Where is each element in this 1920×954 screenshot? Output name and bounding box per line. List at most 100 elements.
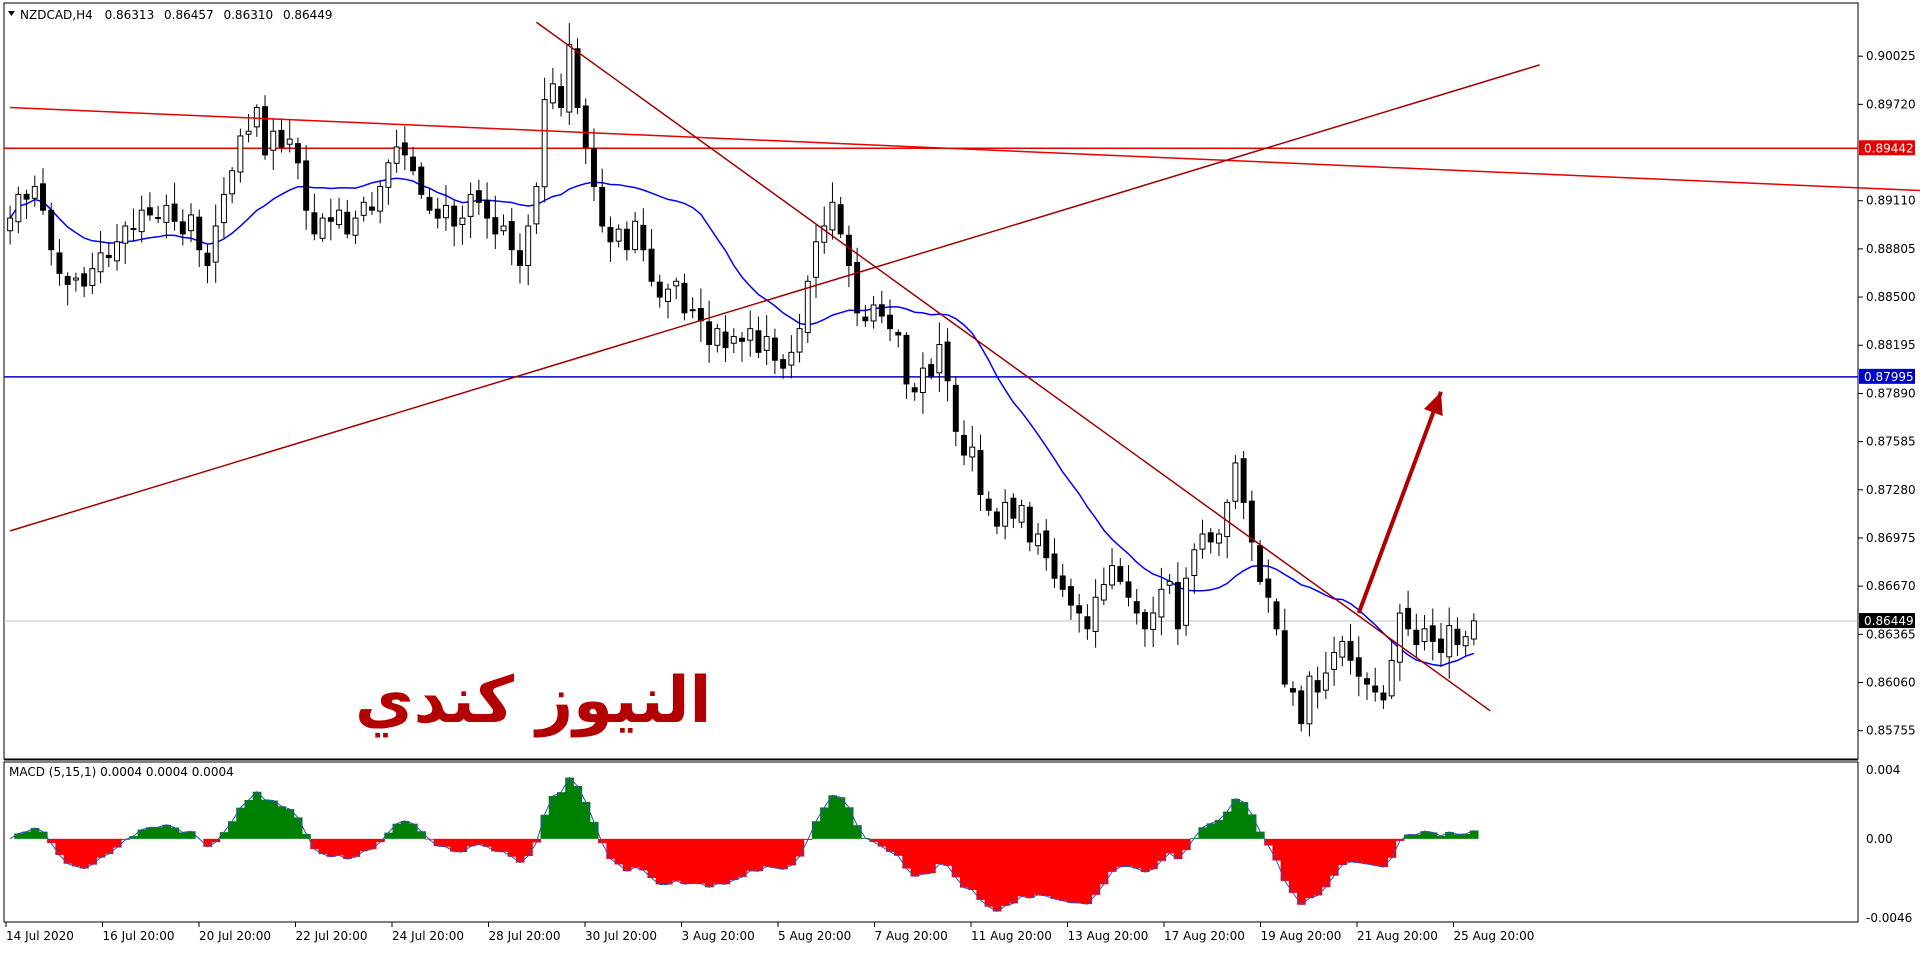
x-tick-label: 17 Aug 20:00 [1164, 929, 1245, 943]
candle-body [1422, 629, 1427, 642]
candle-body [666, 289, 671, 301]
candle-body [98, 253, 103, 272]
candle-body [411, 157, 416, 171]
macd-bar [1355, 839, 1364, 863]
candle-body [361, 202, 366, 215]
candle-body [509, 222, 514, 250]
candle-body [312, 213, 317, 234]
candle-body [1332, 652, 1337, 669]
y-tick-label: 0.86060 [1866, 675, 1916, 689]
candle-body [16, 194, 21, 221]
candle-body [205, 253, 210, 265]
candle-body [583, 106, 588, 147]
watermark-text: النيوز كندي [355, 664, 711, 738]
candle-body [443, 205, 448, 217]
candle-body [1455, 629, 1460, 644]
candle-body [65, 276, 70, 284]
candle-body [1027, 507, 1032, 542]
candle-body [32, 186, 37, 198]
candle-body [1291, 689, 1296, 692]
macd-bar [203, 839, 212, 847]
macd-bar [1009, 839, 1018, 904]
macd-bar [1248, 814, 1257, 838]
macd-bar [434, 839, 443, 846]
candle-body [600, 187, 605, 225]
macd-bar [1198, 827, 1207, 839]
macd-bar [409, 824, 418, 839]
macd-bar [631, 839, 640, 868]
candle-body [221, 194, 226, 222]
candle-body [164, 205, 169, 222]
macd-bar [1133, 839, 1142, 869]
candle-body [115, 242, 120, 261]
y-tick-label: 0.86975 [1866, 531, 1916, 545]
y-tick-label: 0.90025 [1866, 49, 1916, 63]
macd-bar [269, 801, 278, 839]
macd-bar [993, 839, 1002, 912]
macd-bar [730, 839, 739, 880]
candle-body [1118, 567, 1123, 582]
candle-body [748, 329, 753, 341]
macd-bar [1223, 812, 1232, 839]
candle-body [592, 149, 597, 187]
candle-body [1340, 641, 1345, 657]
candle-body [1249, 501, 1254, 542]
macd-bar [1042, 839, 1051, 896]
macd-bar [343, 839, 352, 859]
macd-bar [680, 839, 689, 884]
macd-bar [952, 839, 961, 877]
macd-bar [1297, 839, 1306, 905]
y-tick-label: 0.89720 [1866, 97, 1916, 111]
macd-bar [1338, 839, 1347, 865]
candle-body [378, 186, 383, 211]
macd-bar [1075, 839, 1084, 903]
macd-bar [179, 832, 188, 838]
candle-body [180, 222, 185, 234]
candle-body [1044, 531, 1049, 558]
candle-body [147, 208, 152, 215]
macd-bar [1034, 839, 1043, 895]
candle-body [189, 215, 194, 231]
macd-bar [541, 815, 550, 839]
macd-bar [360, 839, 369, 851]
x-tick-label: 5 Aug 20:00 [778, 929, 851, 943]
macd-bar [401, 821, 410, 839]
candle-body [279, 130, 284, 147]
candle-body [1134, 602, 1139, 613]
macd-bar [623, 839, 632, 871]
candle-body [1356, 658, 1361, 676]
macd-bar [853, 825, 862, 839]
candle-body [1052, 554, 1057, 578]
candle-body [855, 262, 860, 312]
macd-bar [812, 821, 821, 839]
macd-bar [976, 839, 985, 900]
candle-body [1110, 566, 1115, 585]
x-tick-label: 16 Jul 20:00 [103, 929, 175, 943]
macd-bar [1231, 799, 1240, 839]
macd-bar [1067, 839, 1076, 903]
x-tick-label: 3 Aug 20:00 [682, 929, 755, 943]
candle-body [24, 194, 29, 199]
candle-body [304, 161, 309, 210]
macd-bar [1149, 839, 1158, 869]
macd-bar [795, 839, 804, 857]
macd-bar [228, 821, 237, 839]
candle-body [1003, 502, 1008, 526]
candle-body [789, 352, 794, 365]
ohlc-open: 0.86313 [105, 8, 155, 22]
candle-body [624, 229, 629, 249]
macd-bar [943, 839, 952, 866]
macd-bar [113, 839, 122, 848]
candle-body [123, 226, 128, 243]
candle-body [1373, 686, 1378, 692]
macd-bar [475, 839, 484, 845]
macd-bar [606, 839, 615, 859]
candle-body [838, 205, 843, 234]
candle-body [90, 269, 95, 286]
candle-body [419, 167, 424, 194]
candle-body [1323, 673, 1328, 690]
macd-bar [368, 839, 377, 849]
candle-body [131, 228, 136, 229]
